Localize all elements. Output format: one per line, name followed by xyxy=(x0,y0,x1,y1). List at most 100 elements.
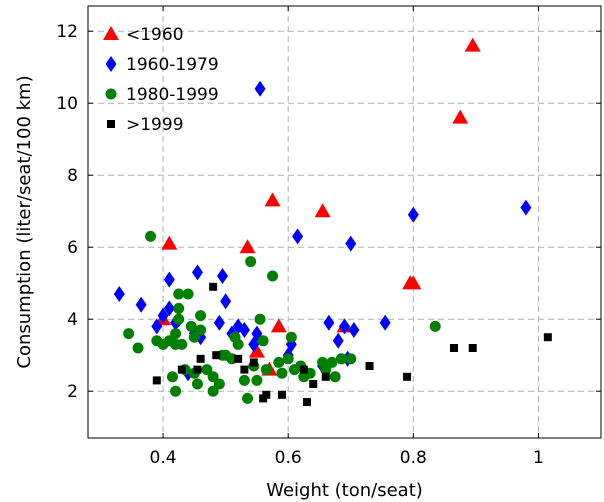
data-point-diamond xyxy=(292,228,304,245)
data-point-diamond xyxy=(345,235,357,252)
legend-label: 1960-1979 xyxy=(126,55,219,75)
legend-entry: <1960 xyxy=(103,25,184,45)
data-point-triangle xyxy=(248,343,265,358)
y-axis-label: Consumption (liter/seat/100 km) xyxy=(14,75,35,368)
data-point-square xyxy=(365,362,374,370)
legend: <1960 1960-1979 1980-1999 >1999 xyxy=(103,25,219,135)
data-point-square xyxy=(302,398,311,406)
x-tick-label: 0.6 xyxy=(275,448,302,468)
data-point-square xyxy=(321,372,330,381)
data-point-circle xyxy=(254,313,266,325)
data-point-circle xyxy=(145,230,157,242)
data-point-circle xyxy=(207,371,219,383)
data-point-square xyxy=(468,344,477,352)
data-point-circle xyxy=(273,356,285,368)
legend-entry: 1960-1979 xyxy=(105,55,219,75)
data-point-circle xyxy=(182,288,194,300)
data-point-square xyxy=(403,372,412,381)
data-point-diamond xyxy=(348,322,360,338)
data-point-diamond xyxy=(323,314,335,331)
data-point-square xyxy=(234,354,243,363)
data-point-circle xyxy=(207,385,219,397)
data-point-square xyxy=(249,358,258,367)
data-point-circle xyxy=(185,320,197,332)
data-point-circle xyxy=(191,378,203,390)
y-tick-label: 2 xyxy=(67,382,78,402)
x-tick-label: 0.8 xyxy=(400,448,427,468)
data-point-square xyxy=(543,333,552,342)
data-point-triangle xyxy=(161,235,178,250)
x-axis-label: Weight (ton/seat) xyxy=(266,480,423,501)
y-tick-label: 6 xyxy=(67,238,78,258)
data-point-circle xyxy=(320,364,332,376)
data-point-diamond xyxy=(238,322,250,338)
series-circle xyxy=(123,230,441,404)
data-point-circle xyxy=(123,328,135,340)
data-point-triangle xyxy=(314,203,331,218)
legend-entry: >1999 xyxy=(107,115,184,135)
y-tick-label: 10 xyxy=(56,94,78,114)
data-point-circle xyxy=(282,353,294,365)
data-point-diamond xyxy=(379,314,391,331)
legend-marker-square xyxy=(107,120,115,128)
data-point-circle xyxy=(195,324,207,336)
legend-label: >1999 xyxy=(126,115,184,135)
data-point-diamond xyxy=(151,318,163,335)
data-point-square xyxy=(177,365,186,374)
data-point-circle xyxy=(132,342,144,354)
data-point-diamond xyxy=(254,80,266,97)
data-point-square xyxy=(277,390,286,399)
plot-frame xyxy=(87,5,602,439)
data-point-square xyxy=(212,351,221,360)
data-point-square xyxy=(262,390,271,399)
data-point-circle xyxy=(166,371,178,383)
data-point-diamond xyxy=(213,314,225,331)
data-point-circle xyxy=(285,331,297,343)
data-point-circle xyxy=(201,364,213,376)
data-point-circle xyxy=(257,335,269,347)
data-point-circle xyxy=(176,338,188,350)
legend-entry: 1980-1999 xyxy=(105,85,219,105)
data-point-diamond xyxy=(220,293,232,310)
data-point-diamond xyxy=(332,332,344,349)
data-point-circle xyxy=(242,392,254,404)
data-point-diamond xyxy=(135,296,147,313)
data-point-diamond xyxy=(113,286,125,302)
legend-label: 1980-1999 xyxy=(126,85,219,105)
y-tick-label: 12 xyxy=(56,22,78,42)
data-point-diamond xyxy=(191,264,203,281)
y-tick-label: 4 xyxy=(67,310,78,330)
data-point-square xyxy=(449,344,458,352)
data-point-circle xyxy=(170,328,182,340)
data-point-triangle xyxy=(264,192,281,207)
data-point-circle xyxy=(345,353,357,365)
data-point-square xyxy=(209,282,218,291)
data-points xyxy=(113,37,552,406)
data-point-diamond xyxy=(163,300,175,317)
legend-marker-circle xyxy=(105,88,117,100)
data-point-circle xyxy=(173,288,185,300)
series-square xyxy=(152,282,552,406)
data-point-circle xyxy=(188,331,200,343)
legend-marker-triangle xyxy=(103,26,119,40)
data-point-square xyxy=(196,354,205,363)
data-point-circle xyxy=(232,338,244,350)
x-tick-label: 0.4 xyxy=(150,448,177,468)
data-point-square xyxy=(299,365,308,374)
data-point-circle xyxy=(170,385,182,397)
data-point-diamond xyxy=(520,199,532,216)
data-point-square xyxy=(152,376,161,385)
data-point-circle xyxy=(173,302,185,314)
data-point-circle xyxy=(429,320,441,332)
data-point-square xyxy=(193,365,202,374)
data-point-circle xyxy=(251,374,263,386)
data-point-diamond xyxy=(217,268,229,284)
data-point-triangle xyxy=(405,275,422,290)
legend-marker-diamond xyxy=(105,56,117,72)
data-point-circle xyxy=(276,367,288,379)
data-point-circle xyxy=(245,256,257,268)
data-point-circle xyxy=(329,371,341,383)
data-point-circle xyxy=(260,364,272,376)
